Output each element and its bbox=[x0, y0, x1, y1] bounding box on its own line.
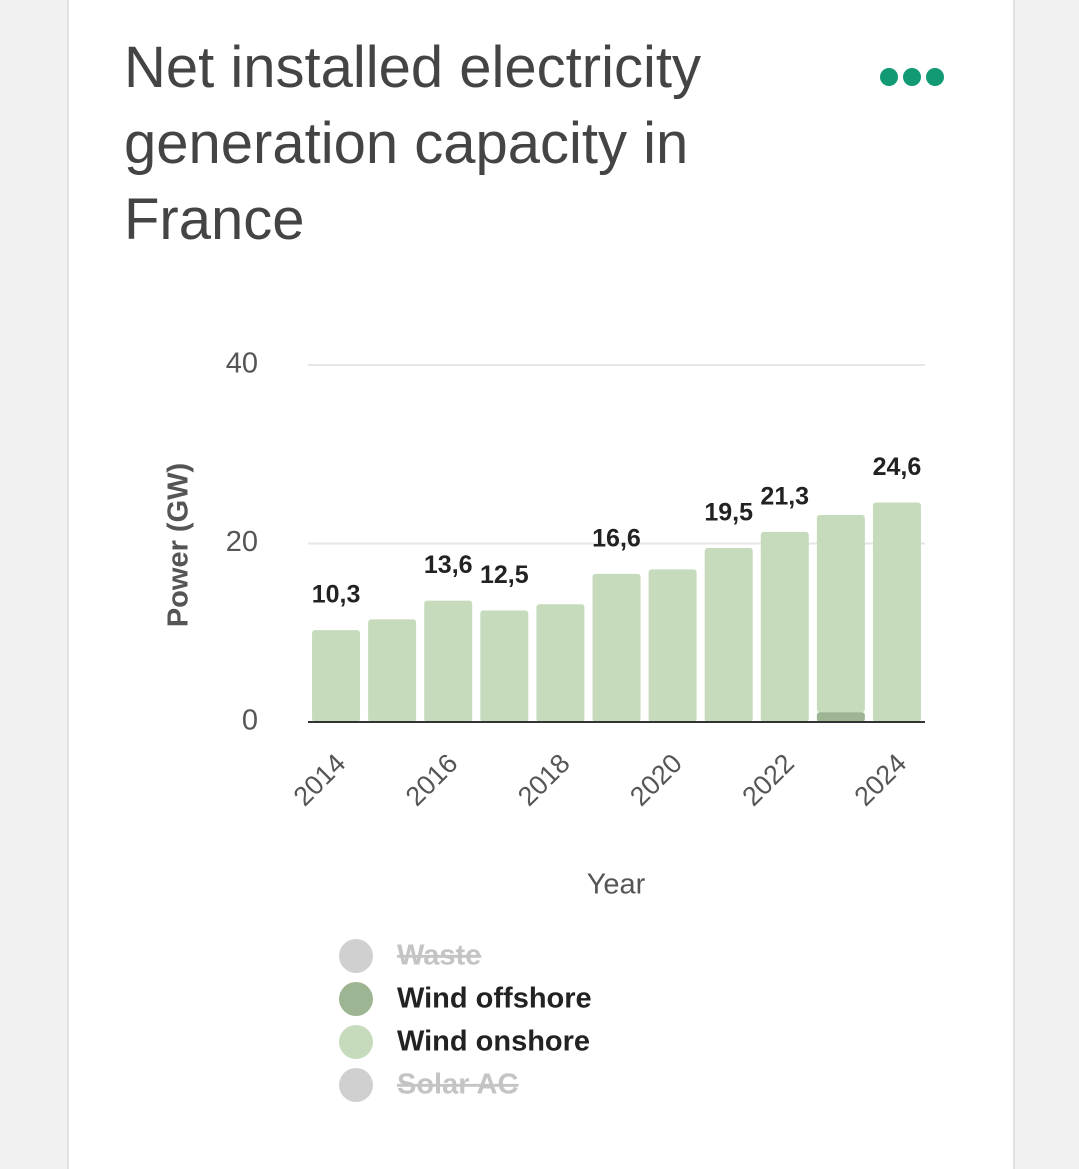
data-label: 13,6 bbox=[424, 551, 473, 579]
chart-title: Net installed electricity generation cap… bbox=[124, 35, 701, 252]
bar-segment bbox=[312, 630, 361, 722]
bar-segment bbox=[816, 712, 865, 722]
menu-dot bbox=[880, 68, 898, 86]
data-label: 12,5 bbox=[480, 561, 529, 589]
data-label: 16,6 bbox=[592, 524, 641, 552]
menu-dot bbox=[926, 68, 944, 86]
menu-dot bbox=[903, 68, 921, 86]
x-tick-label: 2016 bbox=[400, 748, 464, 812]
bar-segment bbox=[592, 573, 641, 722]
legend-marker[interactable] bbox=[339, 982, 373, 1016]
bar-segment bbox=[816, 514, 865, 713]
legend-label[interactable]: Solar AC bbox=[397, 1069, 518, 1101]
bar-segment bbox=[424, 600, 473, 722]
bar-segment bbox=[872, 502, 921, 722]
bar-segment bbox=[368, 619, 417, 722]
legend-marker[interactable] bbox=[339, 1068, 373, 1102]
legend-marker[interactable] bbox=[339, 1025, 373, 1059]
x-tick-label: 2018 bbox=[512, 748, 576, 812]
y-tick-label: 0 bbox=[242, 705, 258, 737]
data-label: 10,3 bbox=[312, 581, 361, 609]
data-label: 21,3 bbox=[760, 483, 809, 511]
legend-label[interactable]: Waste bbox=[397, 940, 481, 972]
y-tick-label: 20 bbox=[226, 526, 258, 558]
x-axis-label: Year bbox=[587, 869, 646, 901]
legend-marker[interactable] bbox=[339, 939, 373, 973]
menu-button[interactable] bbox=[877, 62, 947, 92]
bar-segment bbox=[704, 547, 753, 722]
bar-segment bbox=[760, 531, 809, 722]
legend-label[interactable]: Wind onshore bbox=[397, 1026, 590, 1058]
data-label: 24,6 bbox=[873, 453, 922, 481]
x-tick-label: 2024 bbox=[849, 748, 913, 812]
y-axis-label: Power (GW) bbox=[163, 463, 195, 627]
x-tick-label: 2014 bbox=[288, 748, 352, 812]
legend-label[interactable]: Wind offshore bbox=[397, 983, 592, 1015]
bar-segment bbox=[648, 569, 697, 722]
y-tick-label: 40 bbox=[226, 348, 258, 380]
bar-segment bbox=[480, 610, 529, 722]
x-tick-label: 2022 bbox=[736, 748, 800, 812]
bar-segment bbox=[536, 604, 585, 722]
x-tick-label: 2020 bbox=[624, 748, 688, 812]
data-label: 19,5 bbox=[704, 499, 753, 527]
